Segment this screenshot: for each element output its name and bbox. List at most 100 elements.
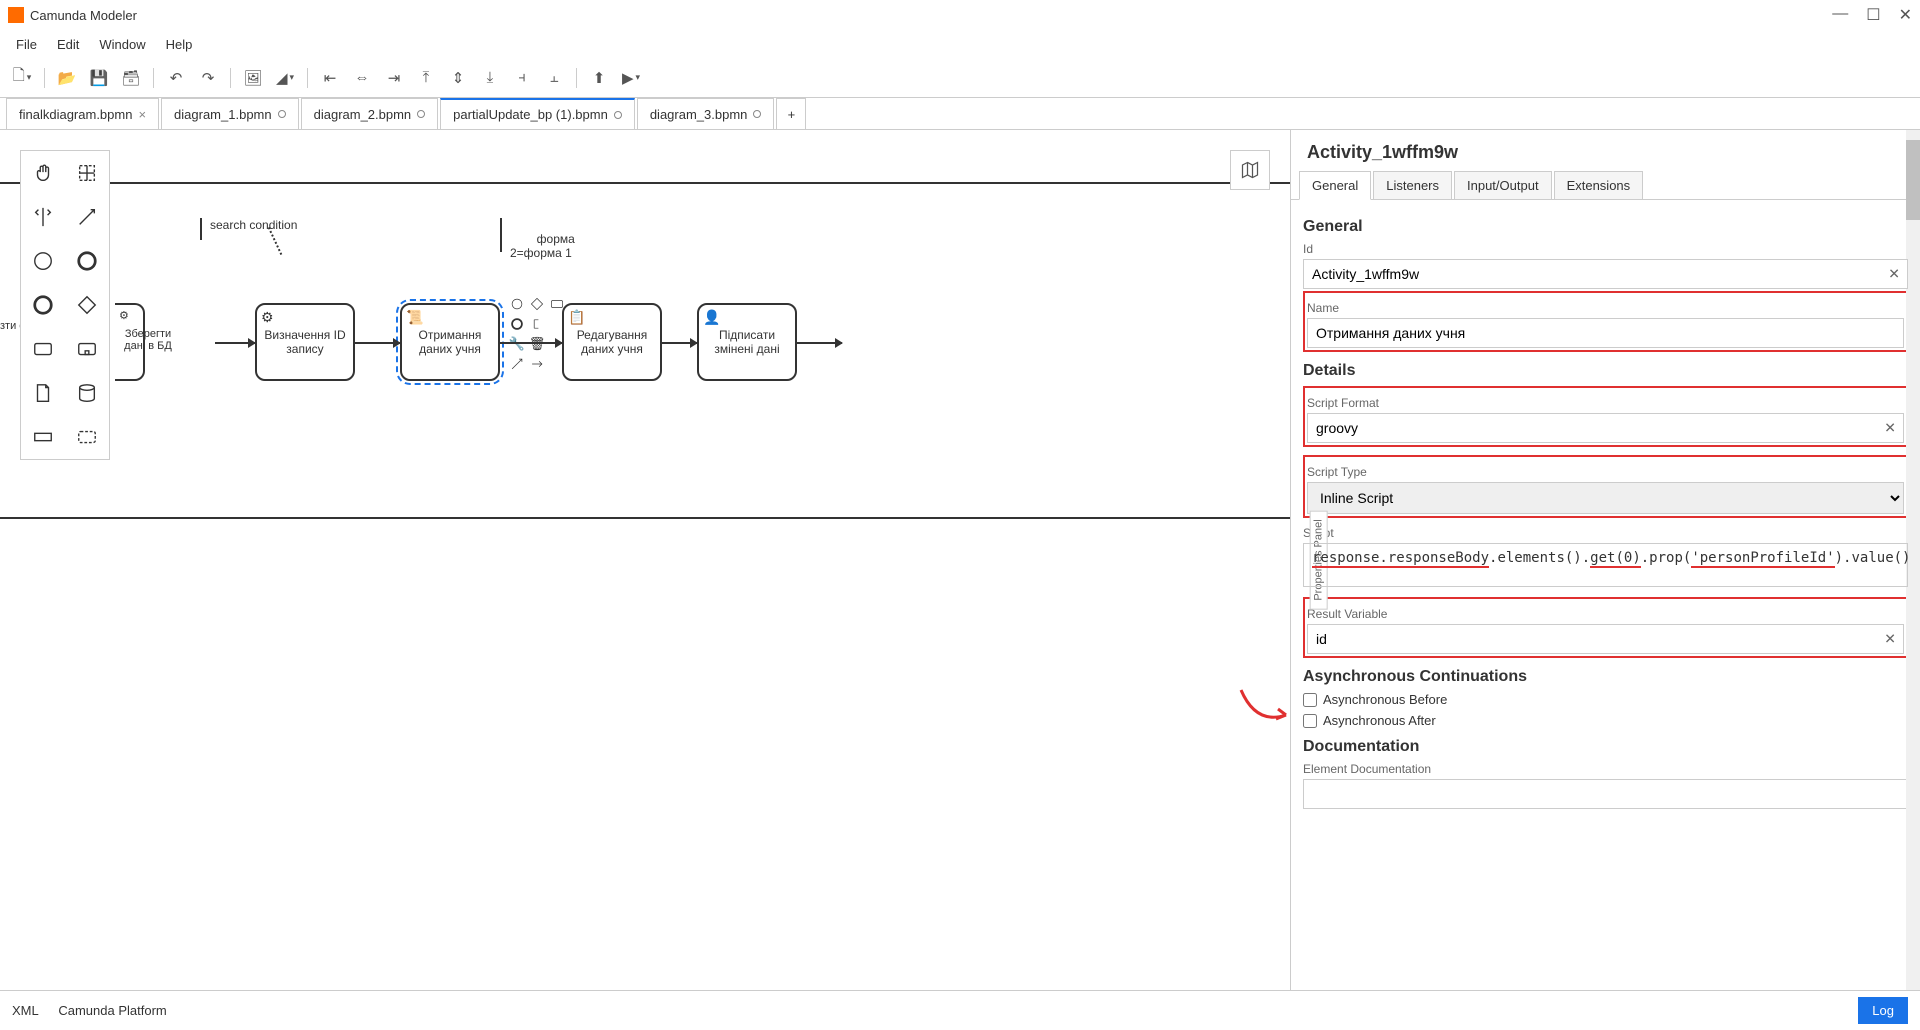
redo-button[interactable]: ↷ (194, 64, 222, 92)
sequence-flow[interactable] (662, 342, 697, 344)
align-bottom-button[interactable]: ⤓ (476, 64, 504, 92)
menu-file[interactable]: File (8, 33, 45, 56)
ctx-wrench-icon[interactable]: 🔧 (508, 335, 526, 353)
ctx-arrow-icon[interactable] (528, 355, 546, 373)
section-async-title: Asynchronous Continuations (1303, 668, 1908, 686)
align-left-button[interactable]: ⇤ (316, 64, 344, 92)
props-tab-io[interactable]: Input/Output (1454, 171, 1552, 199)
align-right-button[interactable]: ⇥ (380, 64, 408, 92)
clear-icon[interactable]: ✕ (1888, 266, 1900, 283)
statusbar: XML Camunda Platform Log (0, 990, 1920, 1030)
minimap-toggle[interactable] (1230, 150, 1270, 190)
tab-dirty-icon (614, 111, 622, 119)
script-textarea[interactable]: response.responseBody.elements().get(0).… (1303, 543, 1908, 587)
palette-lasso-tool[interactable] (65, 151, 109, 195)
props-tab-listeners[interactable]: Listeners (1373, 171, 1452, 199)
menu-window[interactable]: Window (91, 33, 153, 56)
tab-close-icon[interactable]: × (138, 107, 146, 122)
async-before-checkbox[interactable] (1303, 693, 1317, 707)
section-general-title: General (1303, 218, 1908, 236)
ctx-delete-icon[interactable]: 🗑 (528, 335, 546, 353)
task-label: Підписати змінені дані (703, 328, 791, 356)
bpmn-task[interactable]: 📜 Отримання даних учня (400, 303, 500, 381)
sequence-flow[interactable] (215, 342, 255, 344)
ctx-gateway-icon[interactable] (528, 295, 546, 313)
bpmn-task[interactable]: 📋 Редагування даних учня (562, 303, 662, 381)
sequence-flow[interactable] (355, 342, 400, 344)
new-file-button[interactable]: 🗋 (8, 64, 36, 92)
sequence-flow[interactable] (797, 342, 842, 344)
ctx-connect-icon[interactable] (508, 355, 526, 373)
add-tab-button[interactable]: + (776, 98, 806, 129)
open-button[interactable]: 📂 (53, 64, 81, 92)
palette-connect-tool[interactable] (65, 195, 109, 239)
menu-edit[interactable]: Edit (49, 33, 87, 56)
task-label: Отримання даних учня (406, 328, 494, 356)
run-button[interactable]: ▶ (617, 64, 645, 92)
deploy-button[interactable]: ⬆ (585, 64, 613, 92)
sequence-flow[interactable] (500, 342, 562, 344)
color-button[interactable]: ◢ (271, 64, 299, 92)
image-button[interactable]: 🖼 (239, 64, 267, 92)
id-input[interactable] (1303, 259, 1908, 289)
save-button[interactable]: 💾 (85, 64, 113, 92)
palette-intermediate-event[interactable] (21, 283, 65, 327)
palette-data-store[interactable] (65, 371, 109, 415)
dist-v-button[interactable]: ⫠ (540, 64, 568, 92)
platform-label[interactable]: Camunda Platform (58, 1003, 166, 1018)
palette-subprocess[interactable] (65, 327, 109, 371)
text-annotation[interactable]: форма 2=форма 1 (500, 218, 575, 252)
props-tab-general[interactable]: General (1299, 171, 1371, 200)
palette-start-event[interactable] (21, 239, 65, 283)
palette-pool[interactable] (21, 415, 65, 459)
elem-doc-input[interactable] (1303, 779, 1908, 809)
task-label: Визначення ID запису (261, 328, 349, 356)
bpmn-task[interactable]: 👤 Підписати змінені дані (697, 303, 797, 381)
clear-icon[interactable]: ✕ (1884, 631, 1896, 648)
window-close[interactable]: ✕ (1899, 5, 1912, 25)
script-format-input[interactable] (1307, 413, 1904, 443)
window-minimize[interactable]: — (1832, 5, 1848, 25)
bpmn-task[interactable]: ⚙ Визначення ID запису (255, 303, 355, 381)
properties-header: Activity_1wffm9w (1291, 130, 1920, 171)
section-doc-title: Documentation (1303, 738, 1908, 756)
async-after-check[interactable]: Asynchronous After (1303, 713, 1908, 728)
async-after-checkbox[interactable] (1303, 714, 1317, 728)
align-center-button[interactable]: ⇔ (348, 64, 376, 92)
script-type-select[interactable]: Inline Script (1307, 482, 1904, 514)
xml-toggle[interactable]: XML (12, 1003, 39, 1018)
log-button[interactable]: Log (1858, 997, 1908, 1024)
file-tab[interactable]: diagram_2.bpmn (301, 98, 439, 129)
name-input[interactable] (1307, 318, 1904, 348)
undo-button[interactable]: ↶ (162, 64, 190, 92)
dist-h-button[interactable]: ⫞ (508, 64, 536, 92)
align-top-button[interactable]: ⤒ (412, 64, 440, 92)
text-annotation[interactable]: search condition (200, 218, 297, 240)
ctx-annotation-icon[interactable] (528, 315, 546, 333)
palette-task[interactable] (21, 327, 65, 371)
file-tab[interactable]: diagram_1.bpmn (161, 98, 299, 129)
file-tab[interactable]: diagram_3.bpmn (637, 98, 775, 129)
save-all-button[interactable]: 🗃 (117, 64, 145, 92)
file-tab[interactable]: partialUpdate_bp (1).bpmn (440, 98, 635, 129)
async-before-check[interactable]: Asynchronous Before (1303, 692, 1908, 707)
palette-group[interactable] (65, 415, 109, 459)
ctx-event-icon[interactable] (508, 295, 526, 313)
ctx-end-icon[interactable] (508, 315, 526, 333)
palette-space-tool[interactable] (21, 195, 65, 239)
result-var-input[interactable] (1307, 624, 1904, 654)
align-middle-button[interactable]: ⇕ (444, 64, 472, 92)
canvas[interactable]: зти емни чем search condition форма 2=фо… (0, 130, 1290, 990)
palette-data-object[interactable] (21, 371, 65, 415)
palette-gateway[interactable] (65, 283, 109, 327)
user-icon: 👤 (703, 309, 720, 326)
props-tab-extensions[interactable]: Extensions (1554, 171, 1644, 199)
menu-help[interactable]: Help (158, 33, 201, 56)
file-tab[interactable]: finalkdiagram.bpmn × (6, 98, 159, 129)
clear-icon[interactable]: ✕ (1884, 420, 1896, 437)
palette-hand-tool[interactable] (21, 151, 65, 195)
window-maximize[interactable]: ☐ (1866, 5, 1880, 25)
palette-end-event[interactable] (65, 239, 109, 283)
script-type-label: Script Type (1307, 465, 1904, 479)
properties-panel: Properties Panel Activity_1wffm9w Genera… (1290, 130, 1920, 990)
